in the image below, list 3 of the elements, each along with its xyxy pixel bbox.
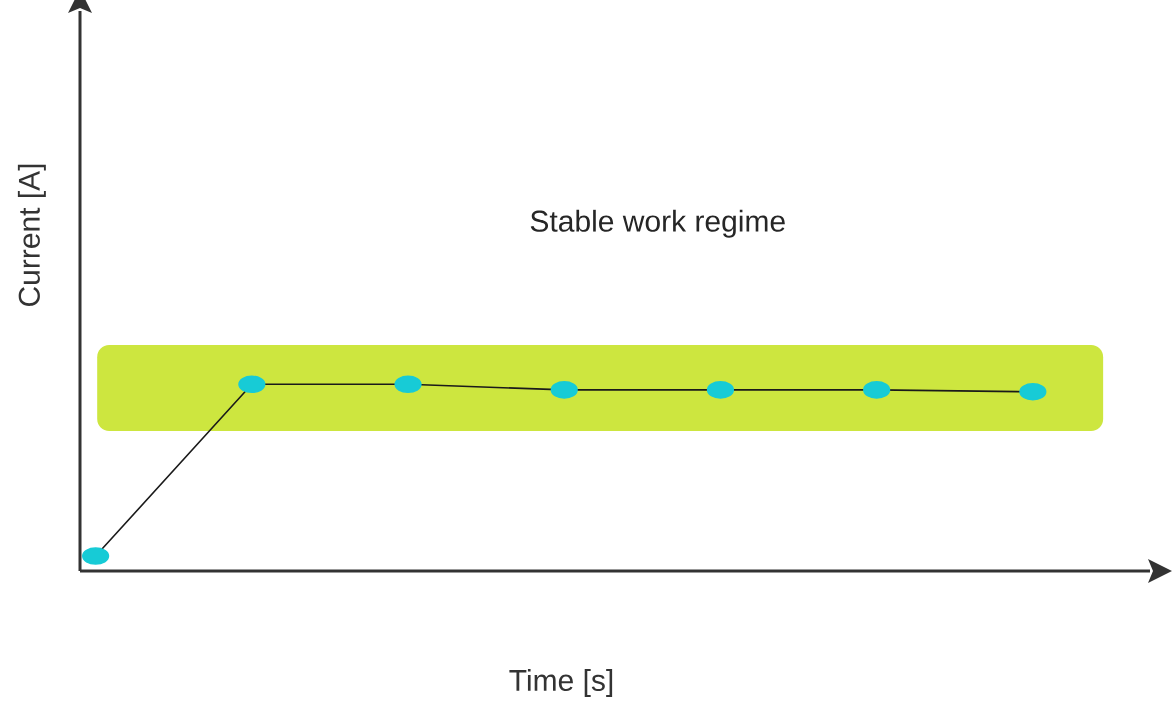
- text: Stable work regime: [530, 209, 785, 238]
- y-axis-title: Current [A]: [17, 164, 46, 306]
- x-axis-title: Time [s]: [509, 669, 613, 697]
